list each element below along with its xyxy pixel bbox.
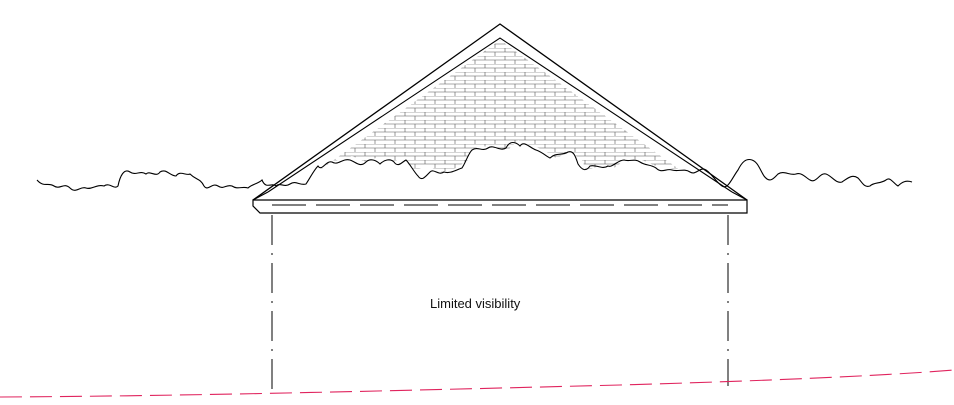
roof-outer-outline <box>252 23 748 201</box>
brick-gable-infill <box>320 40 680 172</box>
ground-line <box>0 369 954 398</box>
eaves-left-return <box>252 191 269 201</box>
eaves-right-return <box>731 191 748 201</box>
limited-visibility-label: Limited visibility <box>430 296 521 311</box>
roof-inner-outline <box>267 37 733 193</box>
eaves-ledge <box>252 199 748 214</box>
hedge-outline <box>36 141 913 191</box>
